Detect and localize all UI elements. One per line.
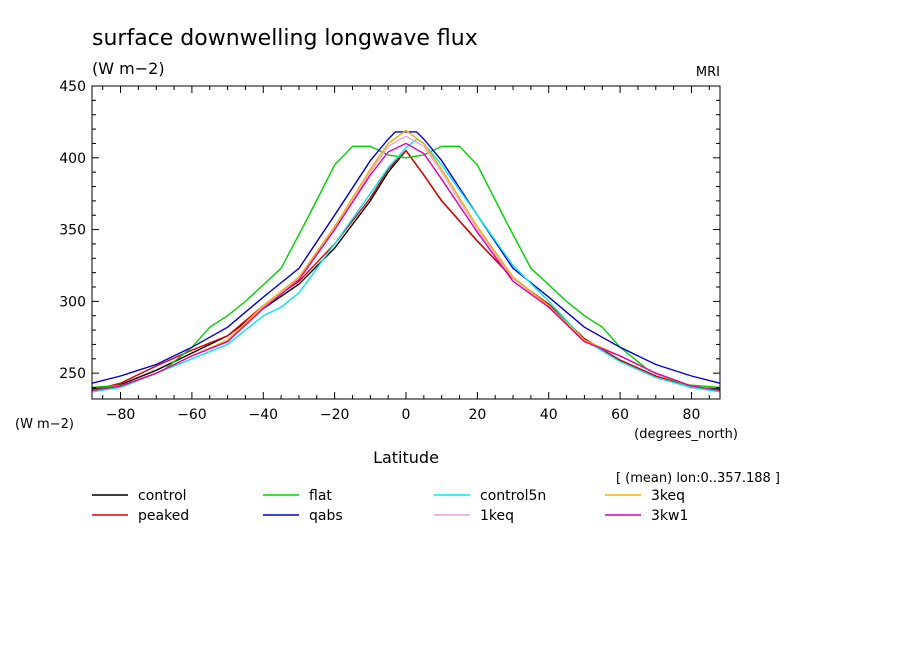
x-tick-label: −60 (177, 407, 207, 423)
x-tick-label: 40 (540, 407, 558, 423)
axes: −80 −60 −40 −20 0 20 40 60 80 250 300 350 400 450 (59, 79, 720, 423)
legend-label-peaked: peaked (138, 508, 189, 524)
x-units: (degrees_north) (634, 427, 738, 442)
series-line-flat (92, 145, 720, 389)
x-tick-label: 0 (402, 407, 411, 423)
plot-lines (92, 129, 720, 393)
x-tick-label: −80 (106, 407, 136, 423)
legend-label-control5n: control5n (480, 488, 546, 504)
x-tick-label: −40 (248, 407, 278, 423)
series-line-qabs (92, 131, 720, 384)
x-tick-label: 60 (611, 407, 629, 423)
y-tick-label: 450 (59, 79, 86, 95)
legend: control peaked flat qabs control5n 1keq 3keq 3k… (92, 488, 688, 524)
x-axis-label: Latitude (373, 448, 439, 467)
legend-label-control: control (138, 488, 187, 504)
legend-label-3kw1: 3kw1 (651, 508, 688, 524)
legend-label-1keq: 1keq (480, 508, 514, 524)
legend-label-3keq: 3keq (651, 488, 685, 504)
series-line-control5n (92, 138, 720, 393)
y-tick-label: 300 (59, 294, 86, 310)
units-top: (W m−2) (92, 59, 165, 78)
x-tick-label: −20 (320, 407, 350, 423)
y-tick-label: 350 (59, 223, 86, 239)
model-label: MRI (696, 65, 720, 80)
legend-label-flat: flat (309, 488, 332, 504)
legend-label-qabs: qabs (309, 508, 343, 524)
y-tick-label: 250 (59, 366, 86, 382)
units-left: (W m−2) (15, 417, 74, 432)
series-line-peaked (92, 149, 720, 392)
chart-title: surface downwelling longwave flux (92, 26, 478, 51)
x-tick-label: 20 (468, 407, 486, 423)
x-tick-label: 80 (683, 407, 701, 423)
y-tick-label: 400 (59, 151, 86, 167)
mean-note: [ (mean) lon:0..357.188 ] (616, 471, 780, 486)
series-line-3kw1 (92, 142, 720, 392)
